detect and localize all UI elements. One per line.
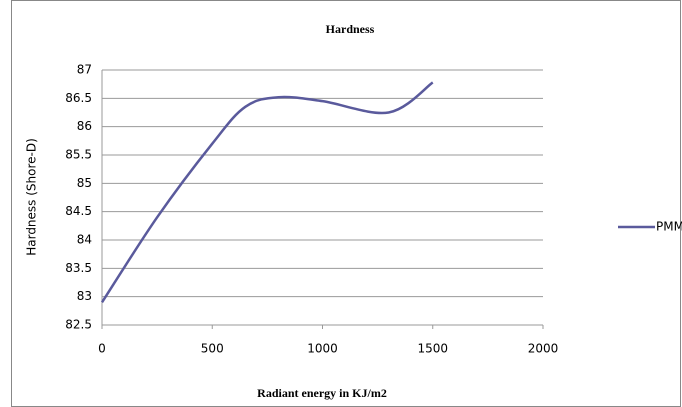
y-tick-label: 86.5 bbox=[65, 91, 92, 105]
y-tick-label: 83 bbox=[77, 289, 92, 303]
y-tick-label: 84.5 bbox=[65, 204, 92, 218]
y-tick-label: 86 bbox=[77, 119, 92, 133]
x-axis-label: Radiant energy in KJ/m2 bbox=[257, 386, 387, 400]
x-tick-label: 2000 bbox=[528, 342, 559, 356]
x-tick-label: 0 bbox=[98, 342, 106, 356]
y-tick-label: 84 bbox=[77, 233, 92, 247]
x-tick-label: 1000 bbox=[307, 342, 338, 356]
x-tick-label: 500 bbox=[201, 342, 224, 356]
y-tick-label: 85 bbox=[77, 176, 92, 190]
legend-label: PMMA bbox=[656, 220, 682, 234]
y-tick-label: 83.5 bbox=[65, 261, 92, 275]
y-tick-label: 85.5 bbox=[65, 148, 92, 162]
data-line bbox=[100, 81, 434, 304]
x-tick-label: 1500 bbox=[417, 342, 448, 356]
y-tick-label: 82.5 bbox=[65, 318, 92, 332]
chart-border bbox=[11, 0, 681, 407]
y-axis-label: Hardness (Shore-D) bbox=[25, 138, 39, 256]
chart-title: Hardness bbox=[326, 22, 375, 36]
y-tick-label: 87 bbox=[77, 63, 92, 77]
